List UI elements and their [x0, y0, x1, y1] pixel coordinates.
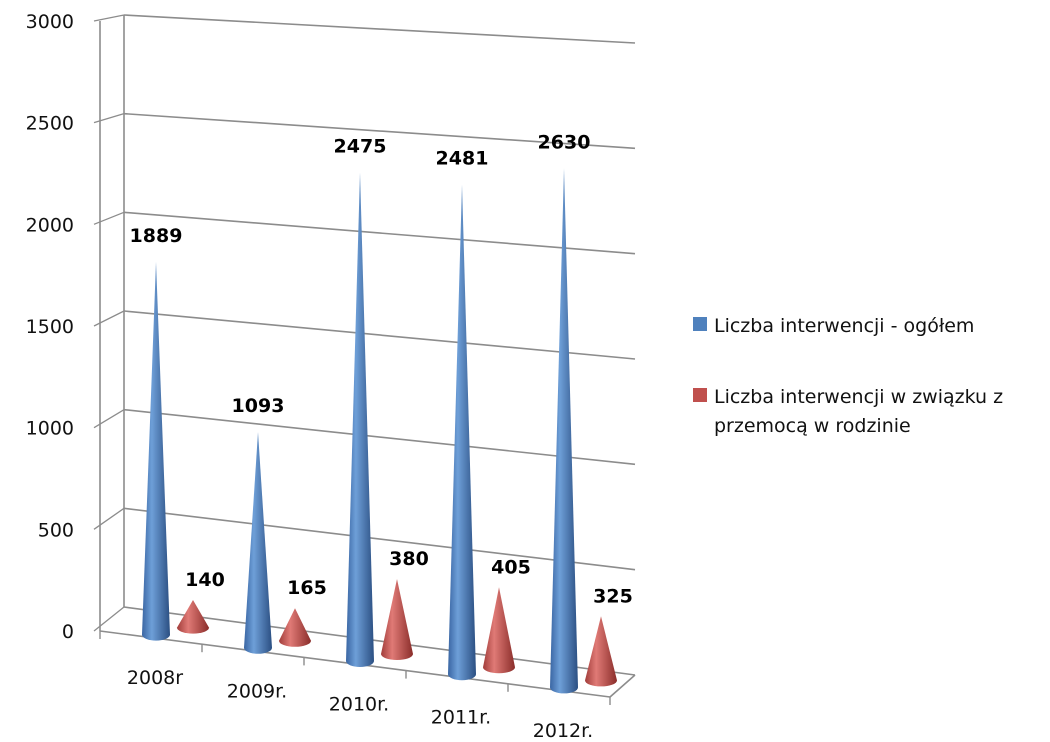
cone-family-violence	[483, 587, 515, 674]
data-label: 2475	[334, 136, 387, 158]
y-tick-label: 500	[38, 519, 74, 541]
data-label: 140	[185, 569, 225, 591]
gridline-side	[93, 606, 125, 632]
x-tick-label: 2008r	[127, 667, 183, 689]
x-tick-label: 2010r.	[329, 694, 389, 716]
cone-family-violence	[279, 608, 311, 647]
y-tick-label: 2000	[26, 214, 74, 236]
legend-label-total: Liczba interwencji - ogółem	[714, 315, 975, 337]
data-label: 1889	[130, 225, 183, 247]
legend-item-family-violence: Liczba interwencji w związku z przemocą …	[693, 383, 1048, 441]
data-label: 2630	[538, 131, 591, 153]
data-label: 325	[593, 585, 633, 607]
legend-swatch-total	[693, 317, 707, 331]
cone-total	[346, 172, 374, 667]
gridline	[123, 310, 636, 360]
cone-family-violence	[585, 616, 617, 687]
data-label: 1093	[232, 395, 285, 417]
gridline-side	[93, 507, 125, 530]
legend: Liczba interwencji - ogółem Liczba inter…	[693, 312, 1048, 483]
x-tick-label: 2011r.	[431, 707, 491, 729]
y-tick-label: 3000	[26, 11, 74, 33]
cone-total	[550, 168, 578, 694]
data-label: 2481	[436, 148, 489, 170]
x-tick-label: 2009r.	[227, 680, 287, 702]
data-label: 380	[389, 548, 429, 570]
gridline-side	[93, 113, 125, 124]
cone-family-violence	[381, 579, 413, 660]
cone-total	[142, 261, 170, 641]
floor-right-edge	[609, 674, 636, 698]
gridline-side	[93, 409, 125, 429]
legend-item-total: Liczba interwencji - ogółem	[693, 312, 1048, 341]
gridline	[123, 507, 636, 571]
gridline	[123, 14, 636, 44]
gridline-side	[93, 310, 125, 327]
gridline	[123, 211, 636, 255]
y-tick-label: 1500	[26, 316, 74, 338]
cone-total	[448, 184, 476, 681]
cone-total	[244, 432, 272, 654]
data-label: 165	[287, 577, 327, 599]
data-label: 405	[491, 556, 531, 578]
x-tick-label: 2012r.	[533, 720, 593, 742]
gridline	[123, 112, 636, 150]
y-tick-label: 2500	[26, 113, 74, 135]
gridline	[123, 606, 636, 676]
y-tick-label: 1000	[26, 418, 74, 440]
gridline-side	[93, 14, 125, 22]
gridline	[123, 408, 636, 466]
gridline-side	[93, 211, 125, 225]
legend-swatch-family-violence	[693, 388, 707, 402]
y-tick-label: 0	[62, 621, 74, 643]
cone-family-violence	[177, 599, 209, 634]
legend-label-family-violence: Liczba interwencji w związku z przemocą …	[714, 386, 1004, 437]
